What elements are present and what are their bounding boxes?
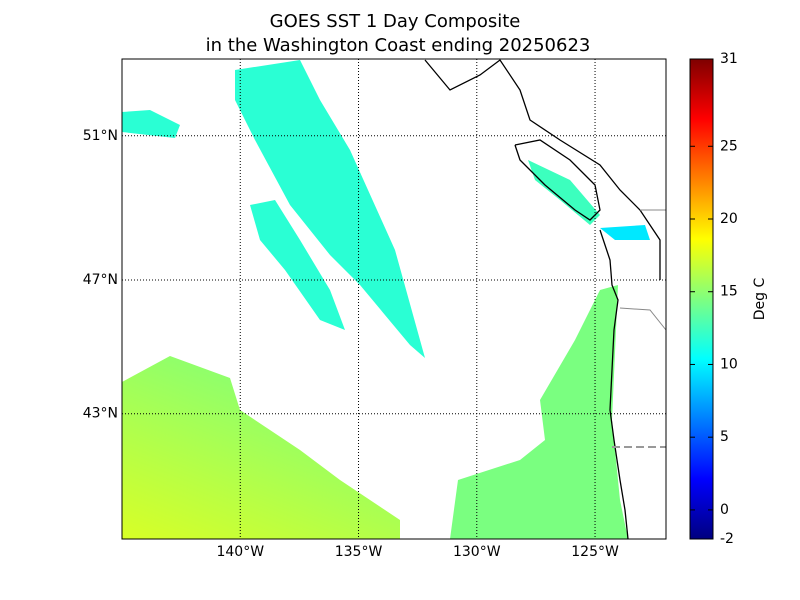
colorbar-tick-label: 20 bbox=[720, 211, 738, 227]
colorbar bbox=[689, 58, 714, 540]
colorbar-label: Deg C bbox=[752, 278, 768, 321]
sst-patch bbox=[528, 160, 600, 225]
lon-tick-label: 130°W bbox=[453, 544, 501, 560]
lon-tick-label: 125°W bbox=[571, 544, 619, 560]
colorbar-tick-label: 10 bbox=[720, 356, 738, 372]
map-frame bbox=[121, 58, 667, 540]
lat-tick-label: 43°N bbox=[83, 406, 118, 422]
sst-patch bbox=[450, 285, 628, 539]
title-line: in the Washington Coast ending 20250623 bbox=[206, 35, 591, 56]
lon-tick-label: 135°W bbox=[335, 544, 383, 560]
sst-patch bbox=[122, 110, 180, 138]
sst-patch bbox=[235, 60, 425, 358]
state-border bbox=[619, 307, 666, 331]
sst-patch bbox=[250, 200, 345, 330]
title-line: GOES SST 1 Day Composite bbox=[270, 11, 521, 32]
sst-patch bbox=[122, 356, 400, 539]
lat-tick-label: 47°N bbox=[83, 272, 118, 288]
graticule bbox=[122, 59, 666, 539]
colorbar-tick-label: -2 bbox=[720, 531, 734, 547]
colorbar-tick-label: 5 bbox=[720, 429, 729, 445]
coastline bbox=[599, 229, 629, 539]
sst-field bbox=[122, 59, 666, 539]
coastline bbox=[424, 59, 661, 280]
sst-patch bbox=[600, 225, 650, 240]
lon-tick-label: 140°W bbox=[216, 544, 264, 560]
colorbar-tick-label: 0 bbox=[720, 502, 729, 518]
colorbar-tick-label: 15 bbox=[720, 284, 738, 300]
lat-tick-label: 51°N bbox=[83, 128, 118, 144]
colorbar-tick-label: 25 bbox=[720, 138, 738, 154]
colorbar-tick-label: 31 bbox=[720, 51, 738, 67]
